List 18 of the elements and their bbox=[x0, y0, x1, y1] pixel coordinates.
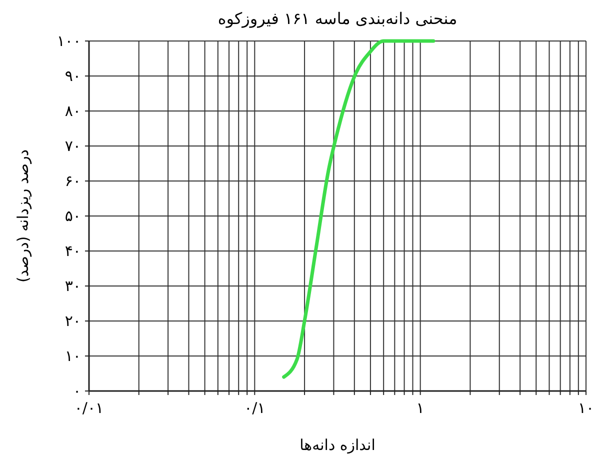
x-axis-title: اندازه دانه‌ها bbox=[300, 436, 376, 454]
y-tick-label: ۱۰ bbox=[64, 347, 81, 365]
y-tick-label: ۵۰ bbox=[64, 207, 81, 225]
y-tick-label: ۳۰ bbox=[64, 277, 81, 295]
y-tick-label: ۹۰ bbox=[64, 67, 81, 85]
y-tick-label: ۲۰ bbox=[64, 312, 81, 330]
y-tick-label: ۷۰ bbox=[64, 137, 81, 155]
x-tick-label: ۱ bbox=[416, 399, 424, 417]
y-tick-label: ۴۰ bbox=[64, 242, 81, 260]
x-tick-label: ۱۰ bbox=[578, 399, 594, 417]
y-axis-title: درصد ریزدانه (درصد) bbox=[14, 149, 32, 283]
y-tick-label: ۱۰۰ bbox=[56, 32, 81, 50]
y-tick-label: ۸۰ bbox=[64, 102, 81, 120]
y-tick-label: ۰ bbox=[72, 382, 81, 400]
x-tick-label: ۰/۱ bbox=[244, 399, 266, 417]
chart-title: منحنی دانه‌بندی ماسه ۱۶۱ فیروزکوه bbox=[218, 9, 458, 28]
y-tick-label: ۶۰ bbox=[64, 172, 81, 190]
x-tick-label: ۰/۰۱ bbox=[74, 399, 104, 417]
